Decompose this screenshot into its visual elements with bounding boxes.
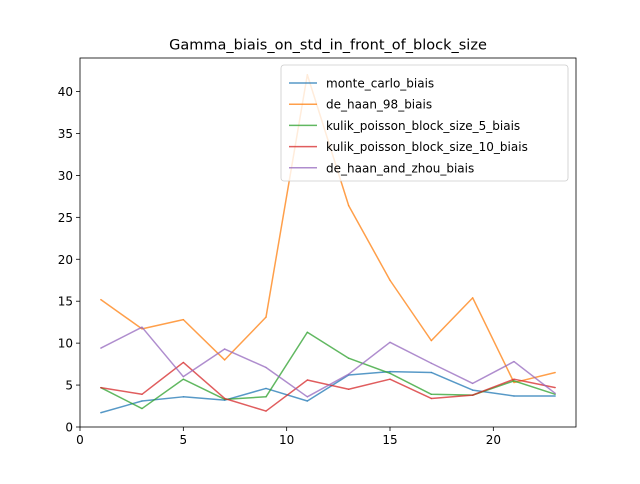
- data-point: [141, 326, 143, 328]
- data-point: [472, 382, 474, 384]
- data-point: [348, 205, 350, 207]
- data-point: [513, 378, 515, 380]
- x-tick-label: 10: [279, 433, 294, 447]
- y-tick-label: 10: [58, 337, 73, 351]
- series-line-monte-carlo-biais: [100, 370, 556, 414]
- y-tick-label: 25: [58, 211, 73, 225]
- data-point: [265, 366, 267, 369]
- data-point: [554, 393, 556, 395]
- data-point: [389, 378, 391, 380]
- data-point: [224, 359, 226, 361]
- data-point: [100, 298, 102, 301]
- data-point: [513, 381, 515, 384]
- x-axis: 0 5 10 15 20: [76, 427, 501, 447]
- y-tick-label: 15: [58, 295, 73, 309]
- x-tick-label: 0: [76, 433, 84, 447]
- data-point: [389, 371, 391, 373]
- data-point: [389, 341, 391, 343]
- data-point: [265, 387, 267, 390]
- data-point: [513, 395, 515, 397]
- data-point: [348, 373, 350, 375]
- data-point: [430, 393, 432, 395]
- data-point: [430, 397, 432, 400]
- data-point: [348, 357, 350, 359]
- data-point: [100, 386, 102, 389]
- data-point: [389, 279, 391, 281]
- data-point: [430, 371, 432, 374]
- series-line-de-haan-and-zhou-biais: [100, 326, 556, 398]
- data-point: [141, 400, 143, 402]
- data-point: [265, 410, 267, 412]
- data-point: [100, 412, 102, 414]
- legend-label: monte_carlo_biais: [326, 77, 434, 91]
- x-tick-label: 20: [486, 433, 501, 447]
- data-point: [265, 396, 267, 398]
- y-tick-label: 20: [58, 253, 73, 267]
- data-point: [554, 392, 556, 395]
- data-point: [554, 395, 556, 397]
- y-tick-label: 40: [58, 85, 73, 99]
- data-point: [513, 380, 515, 382]
- data-point: [472, 389, 474, 391]
- data-point: [265, 316, 267, 318]
- x-tick-label: 5: [180, 433, 188, 447]
- data-point: [141, 407, 143, 410]
- data-point: [389, 372, 391, 374]
- data-point: [306, 379, 308, 381]
- data-point: [513, 360, 515, 363]
- data-point: [182, 376, 184, 378]
- legend-label: kulik_poisson_block_size_10_biais: [326, 140, 528, 154]
- data-point: [554, 386, 556, 389]
- data-point: [472, 394, 474, 396]
- legend-box: [280, 64, 569, 182]
- data-point: [554, 371, 556, 374]
- data-point: [182, 319, 184, 321]
- axes-frame: [79, 57, 577, 428]
- legend-label: de_haan_and_zhou_biais: [326, 161, 474, 175]
- y-tick-label: 30: [58, 169, 73, 183]
- data-point: [224, 397, 226, 400]
- data-point: [224, 348, 226, 350]
- data-point: [182, 378, 184, 380]
- y-tick-label: 0: [65, 421, 73, 435]
- data-point: [430, 362, 432, 364]
- chart-title: Gamma_biais_on_std_in_front_of_block_siz…: [169, 38, 487, 54]
- data-point: [306, 396, 308, 398]
- data-point: [182, 361, 184, 364]
- y-tick-label: 5: [65, 379, 73, 393]
- data-point: [100, 347, 102, 349]
- data-point: [182, 396, 184, 398]
- data-point: [141, 393, 143, 395]
- data-point: [306, 400, 308, 402]
- x-tick-label: 15: [382, 433, 397, 447]
- y-tick-label: 35: [58, 127, 73, 141]
- data-point: [348, 388, 350, 390]
- legend-label: kulik_poisson_block_size_5_biais: [326, 119, 520, 133]
- data-point: [472, 297, 474, 299]
- y-axis: 0 5 10 15 20 25 30 35 40: [58, 85, 80, 435]
- data-point: [306, 331, 308, 333]
- legend: monte_carlo_biais de_haan_98_biais kulik_p…: [280, 64, 569, 182]
- data-point: [430, 340, 432, 342]
- legend-label: de_haan_98_biais: [326, 98, 432, 112]
